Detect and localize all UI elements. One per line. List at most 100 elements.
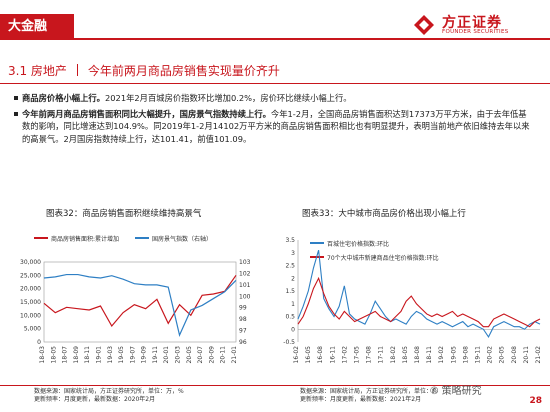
chart32-title: 图表32：商品房销售面积继续维持高景气: [46, 209, 202, 219]
x-tick-label: 19-05: [450, 346, 457, 364]
y-tick-label: 3.5: [285, 237, 295, 244]
x-tick-label: 17-08: [366, 346, 373, 364]
x-tick-label: 16-05: [305, 346, 312, 364]
x-tick-label: 18-03: [39, 346, 46, 364]
bullet-list: 商品房价格小幅上行。2021年2月百城房价指数环比增加0.2%，房价环比继续小幅…: [14, 92, 534, 148]
chart32-frame: [43, 261, 237, 343]
x-tick-label: 18-11: [426, 346, 433, 364]
chart33-title: 图表33：大中城市商品房价格出现小幅上行: [302, 209, 466, 219]
bullet-bold: 商品房价格小幅上行。: [22, 93, 105, 103]
y2-tick-label: 101: [239, 282, 251, 289]
x-tick-label: 21-01: [231, 346, 238, 364]
watermark: ✆ 策略研究: [430, 382, 482, 397]
x-tick-label: 20-01: [163, 346, 170, 364]
y2-tick-label: 100: [239, 293, 251, 300]
legend-item: 国房景气指数（右轴）: [151, 236, 212, 243]
x-tick-label: 20-11: [220, 346, 227, 364]
header-rule: [74, 38, 550, 40]
section-number: 3.1 房地产: [8, 64, 67, 78]
x-tick-label: 20-08: [511, 346, 518, 364]
top-bar: 大金融 方正证券 FOUNDER SECURITIES: [0, 0, 550, 40]
x-tick-label: 20-09: [208, 346, 215, 364]
x-tick-label: 17-11: [378, 346, 385, 364]
series-line-sales: [43, 274, 237, 328]
x-tick-label: 18-07: [62, 346, 69, 364]
y-tick-label: 0: [37, 339, 41, 346]
y2-tick-label: 98: [239, 316, 247, 323]
x-tick-label: 17-02: [341, 346, 348, 364]
legend-item: 百城住宅价格指数:环比: [327, 241, 390, 248]
x-tick-label: 16-02: [293, 346, 300, 364]
y-tick-label: 1.5: [285, 288, 295, 295]
bullet-item: 今年前两月商品房销售面积同比大幅提升，国房景气指数持续上行。今年1-2月，全国商…: [14, 108, 534, 146]
series-line-100city: [297, 250, 541, 338]
y-tick-label: 5,000: [24, 326, 41, 333]
source-right: 数据来源：国家统计局，方正证券研究所，单位：% 更新频率：月度更新，最新数据：2…: [300, 388, 438, 404]
series-line-index: [43, 273, 237, 338]
x-tick-label: 19-09: [141, 346, 148, 364]
x-tick-label: 19-11: [152, 346, 159, 364]
x-tick-label: 19-02: [438, 346, 445, 364]
bullet-text: 今年1-2月，全国商品房销售面积达到17373万平方米，由于去年低基数的影响，同…: [22, 108, 530, 144]
y2-tick-label: 96: [239, 339, 247, 346]
source-line: 更新频率：月度更新，最新数据：2020年2月: [34, 396, 156, 403]
y-tick-label: 30,000: [20, 259, 41, 266]
y-tick-label: 20,000: [20, 286, 41, 293]
wechat-icon: ✆: [430, 386, 439, 397]
chart33-svg: 3.5 3 2.5 2 1.5 1 0.5 0 -0.516-02 16-05 16-08 16-11…: [283, 237, 542, 364]
source-line: 数据来源：国家统计局，方正证券研究所，单位：万，%: [34, 388, 184, 395]
y-tick-label: 0: [291, 326, 295, 333]
y2-tick-label: 103: [239, 259, 251, 266]
x-tick-label: 16-11: [329, 346, 336, 364]
x-tick-label: 20-11: [523, 346, 530, 364]
y-tick-label: -0.5: [283, 339, 295, 346]
chart32-legend: 商品房销售面积:累计增加 国房景气指数（右轴）: [34, 234, 212, 243]
source-line: 数据来源：国家统计局，方正证券研究所，单位：%: [300, 388, 438, 395]
x-tick-label: 20-07: [197, 346, 204, 364]
x-tick-label: 20-03: [175, 346, 182, 364]
x-tick-label: 18-11: [84, 346, 91, 364]
founder-logo: 方正证券 FOUNDER SECURITIES: [412, 12, 542, 38]
x-tick-label: 18-09: [73, 346, 80, 364]
legend-item: 70个大中城市新建商品住宅价格指数:环比: [327, 255, 439, 262]
y-tick-label: 10,000: [20, 312, 41, 319]
y-tick-label: 1: [291, 301, 295, 308]
source-left: 数据来源：国家统计局，方正证券研究所，单位：万，% 更新频率：月度更新，最新数据…: [34, 388, 184, 404]
x-tick-label: 18-02: [390, 346, 397, 364]
logo-en-text: FOUNDER SECURITIES: [442, 29, 509, 35]
footer-rule: [0, 385, 550, 386]
x-tick-label: 21-02: [535, 346, 542, 364]
y-tick-label: 25,000: [20, 272, 41, 279]
y2-tick-label: 99: [239, 305, 247, 312]
bullet-bold: 今年前两月商品房销售面积同比大幅提升，国房景气指数持续上行。: [22, 108, 271, 119]
x-tick-label: 20-05: [186, 346, 193, 364]
legend-item: 商品房销售面积:累计增加: [51, 236, 120, 243]
section-title: 今年前两月商品房销售实现量价齐升: [87, 64, 280, 78]
x-tick-label: 19-08: [462, 346, 469, 364]
section-heading: 3.1 房地产 今年前两月商品房销售实现量价齐升: [8, 62, 280, 79]
logo-cn-text: 方正证券: [442, 15, 502, 31]
bullet-text: 2021年2月百城房价指数环比增加0.2%，房价环比继续小幅上行。: [104, 93, 352, 103]
page-number: 28: [529, 396, 542, 406]
y-tick-label: 3: [291, 250, 295, 257]
source-line: 更新频率：月度更新，最新数据：2021年2月: [300, 396, 422, 403]
x-tick-label: 18-08: [414, 346, 421, 364]
x-tick-label: 18-05: [402, 346, 409, 364]
watermark-text: 策略研究: [441, 386, 482, 397]
x-tick-label: 16-08: [317, 346, 324, 364]
x-tick-label: 19-03: [107, 346, 114, 364]
founder-logo-icon: [414, 15, 434, 35]
section-rule: [0, 83, 550, 84]
x-tick-label: 20-02: [487, 346, 494, 364]
y-tick-label: 15,000: [20, 299, 41, 306]
x-tick-label: 20-05: [499, 346, 506, 364]
x-tick-label: 19-07: [129, 346, 136, 364]
series-line-70city: [297, 276, 541, 328]
y2-tick-label: 102: [239, 270, 251, 277]
section-divider: [76, 64, 78, 76]
bullet-item: 商品房价格小幅上行。2021年2月百城房价指数环比增加0.2%，房价环比继续小幅…: [14, 92, 534, 105]
y-tick-label: 2.5: [285, 263, 295, 270]
y-tick-label: 0.5: [285, 314, 295, 321]
chart32-svg: 30,000 25,000 20,000 15,000 10,000 5,000 0 103 1…: [20, 259, 251, 364]
x-tick-label: 18-05: [50, 346, 57, 364]
